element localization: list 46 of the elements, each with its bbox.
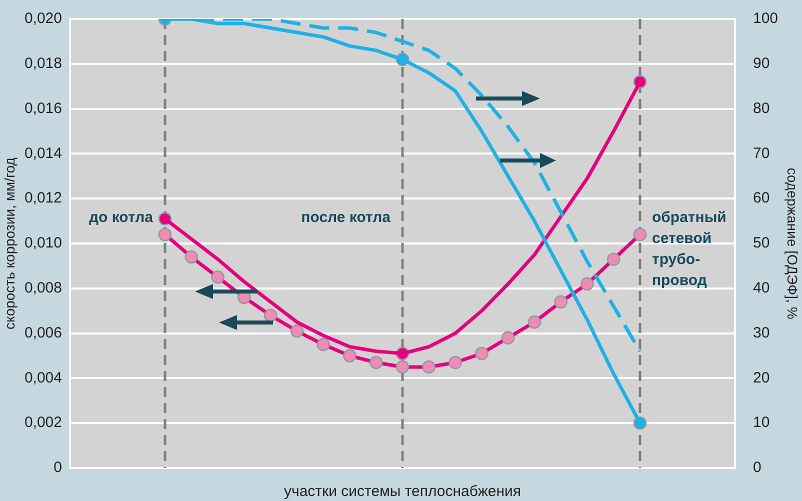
- y-tick-label: 0,014: [24, 144, 62, 162]
- y2-axis-title: содержание [ОДЭФ], %: [784, 168, 801, 320]
- y2-tick-label: 90: [753, 55, 770, 72]
- point: [554, 295, 568, 309]
- y2-tick-label: 20: [753, 369, 770, 386]
- point: [422, 360, 436, 374]
- y-tick-label: 0,020: [24, 10, 62, 28]
- y2-tick-label: 70: [753, 144, 770, 162]
- point: [448, 356, 462, 370]
- y-tick-label: 0,004: [24, 369, 62, 386]
- point: [343, 349, 356, 362]
- y2-tick-label: 0: [753, 459, 762, 476]
- point: [316, 338, 330, 352]
- point: [528, 315, 542, 329]
- y-tick-label: 0,008: [24, 280, 62, 297]
- point: [184, 250, 198, 264]
- y-tick-label: 0,002: [24, 414, 62, 432]
- point: [633, 228, 647, 242]
- y-tick-label: 0: [54, 459, 62, 476]
- point: [158, 228, 172, 242]
- point: [211, 270, 224, 284]
- point: [501, 331, 515, 344]
- point: [290, 324, 304, 338]
- y2-tick-label: 80: [753, 100, 770, 117]
- y-tick-label: 0,012: [24, 190, 62, 207]
- y-tick-label: 0,006: [24, 324, 62, 342]
- y-tick-label: 0,010: [24, 234, 62, 252]
- y-axis-title: скорость коррозии, мм/год: [1, 158, 18, 330]
- point: [396, 360, 410, 374]
- point: [264, 308, 278, 322]
- y2-tick-label: 10: [753, 414, 770, 432]
- point: [475, 346, 488, 360]
- point: [606, 252, 620, 266]
- y2-tick-label: 100: [753, 10, 778, 28]
- point: [369, 356, 383, 370]
- y2-tick-label: 40: [753, 280, 770, 297]
- y2-tick-label: 50: [753, 234, 770, 252]
- y2-tick-label: 30: [753, 324, 770, 342]
- y-tick-label: 0,018: [24, 55, 62, 72]
- y2-tick-label: 60: [753, 190, 770, 207]
- x-axis-title: участки системы теплоснабжения: [284, 483, 521, 500]
- annotation: обратный сетевой трубо- провод: [652, 209, 726, 290]
- y-tick-label: 0,016: [24, 100, 62, 117]
- annotation: до котла: [89, 209, 154, 226]
- point: [580, 277, 594, 291]
- annotation: после котла: [301, 209, 392, 226]
